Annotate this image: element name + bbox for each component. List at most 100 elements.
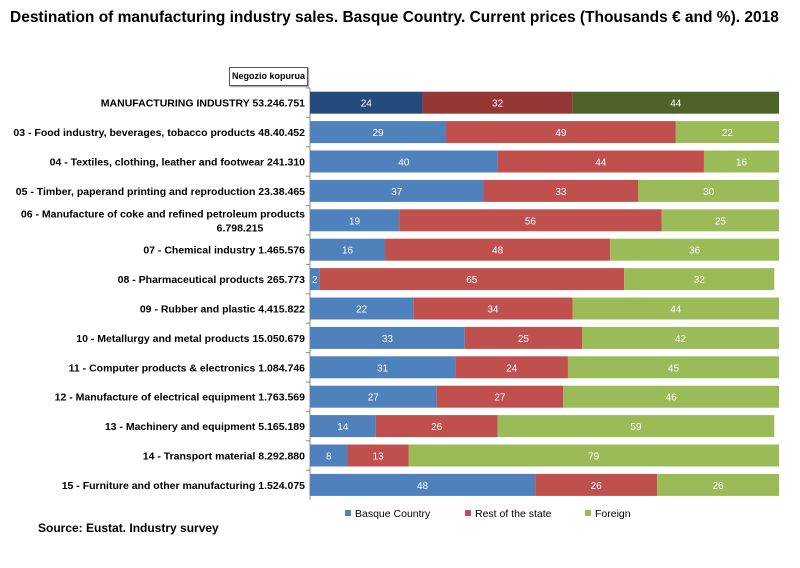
data-label: 22 [722,128,734,139]
data-label: 44 [595,158,607,169]
bar-segment [657,473,779,496]
category-label: 06 - Manufacture of coke and refined pet… [21,208,305,234]
header-box: Negozio kopurua [229,67,308,86]
category-label: 11 - Computer products & electronics 1.0… [69,362,305,374]
bar-segment [572,91,779,114]
bar-segment [675,121,779,144]
data-label: 59 [630,422,642,433]
data-label: 42 [675,334,687,345]
legend-swatch [465,510,471,516]
bar-segment [436,385,564,408]
bar-segment [310,297,414,320]
category-label: 03 - Food industry, beverages, tobacco p… [13,127,305,139]
source-note: Source: Eustat. Industry survey [38,521,219,535]
data-label: 13 [372,452,384,463]
legend-swatch [345,510,351,516]
data-label: 24 [361,99,373,110]
bar-segment [703,150,779,173]
category-label: 05 - Timber, paperand printing and repro… [16,186,305,198]
bar-segment [610,238,779,261]
bar-segment [310,415,376,438]
category-label: 09 - Rubber and plastic 4.415.822 [140,304,305,316]
bar-segment [408,444,779,467]
data-label: 27 [494,393,506,404]
data-label: 46 [666,393,678,404]
data-label: 56 [525,216,537,227]
data-label: 19 [349,216,361,227]
data-label: 16 [342,246,354,257]
data-label: 24 [506,363,518,374]
data-label: 44 [670,99,682,110]
bar-segment [319,268,625,291]
category-label: 08 - Pharmaceutical products 265.773 [118,274,305,286]
chart-title: Destination of manufacturing industry sa… [10,9,779,26]
bar-segment [347,444,409,467]
data-label: 27 [368,393,380,404]
bar-segment [310,444,348,467]
data-label: 8 [326,452,332,463]
bar-segment [638,179,779,202]
legend-label: Rest of the state [475,508,552,520]
data-label: 48 [492,246,504,257]
bar-segment [310,385,437,408]
bar-segment [310,238,386,261]
bar-segment [413,297,573,320]
bar-segment [310,91,423,114]
data-label: 14 [337,422,349,433]
category-label: 10 - Metallurgy and metal products 15.05… [76,333,305,345]
data-label: 44 [670,305,682,316]
bar-segment [624,268,775,291]
data-label: 26 [712,481,724,492]
bar-segment [455,356,568,379]
bar-segment [567,356,779,379]
bar-segment [497,415,775,438]
bar-segment [310,268,320,291]
data-label: 32 [694,275,706,286]
data-label: 30 [703,187,715,198]
category-label: 07 - Chemical industry 1.465.576 [143,245,305,257]
data-label: 29 [372,128,384,139]
bar-segment [464,326,583,349]
data-label: 65 [466,275,478,286]
bar-segment [399,209,662,232]
bar-segment [310,356,456,379]
data-label: 16 [736,158,748,169]
data-label: 33 [555,187,567,198]
bar-segment [310,179,484,202]
data-label: 32 [492,99,504,110]
data-label: 49 [555,128,567,139]
data-label: 26 [431,422,443,433]
bar-segment [661,209,779,232]
data-label: 31 [377,363,389,374]
bar-segment [385,238,611,261]
bar-segment [535,473,658,496]
bar-segment [446,121,676,144]
category-label: MANUFACTURING INDUSTRY 53.246.751 [101,98,305,110]
legend-label: Foreign [595,508,631,520]
data-label: 2 [312,275,318,286]
data-label: 34 [487,305,499,316]
bar-segment [572,297,779,320]
data-label: 36 [689,246,701,257]
data-label: 33 [382,334,394,345]
bar-segment [310,150,498,173]
bar-segment [310,121,447,144]
data-label: 37 [391,187,403,198]
data-label: 79 [588,452,600,463]
bar-segment [497,150,704,173]
bar-segment [310,326,465,349]
data-label: 45 [668,363,680,374]
data-label: 26 [591,481,603,492]
data-label: 25 [518,334,530,345]
data-label: 22 [356,305,368,316]
category-label: 15 - Furniture and other manufacturing 1… [62,480,305,492]
bar-segment [375,415,498,438]
bar-segment [422,91,573,114]
data-label: 25 [715,216,727,227]
legend-label: Basque Country [355,508,431,520]
legend-swatch [585,510,591,516]
category-label: 13 - Machinery and equipment 5.165.189 [105,421,305,433]
category-label: 12 - Manufacture of electrical equipment… [55,392,306,404]
data-label: 48 [417,481,429,492]
